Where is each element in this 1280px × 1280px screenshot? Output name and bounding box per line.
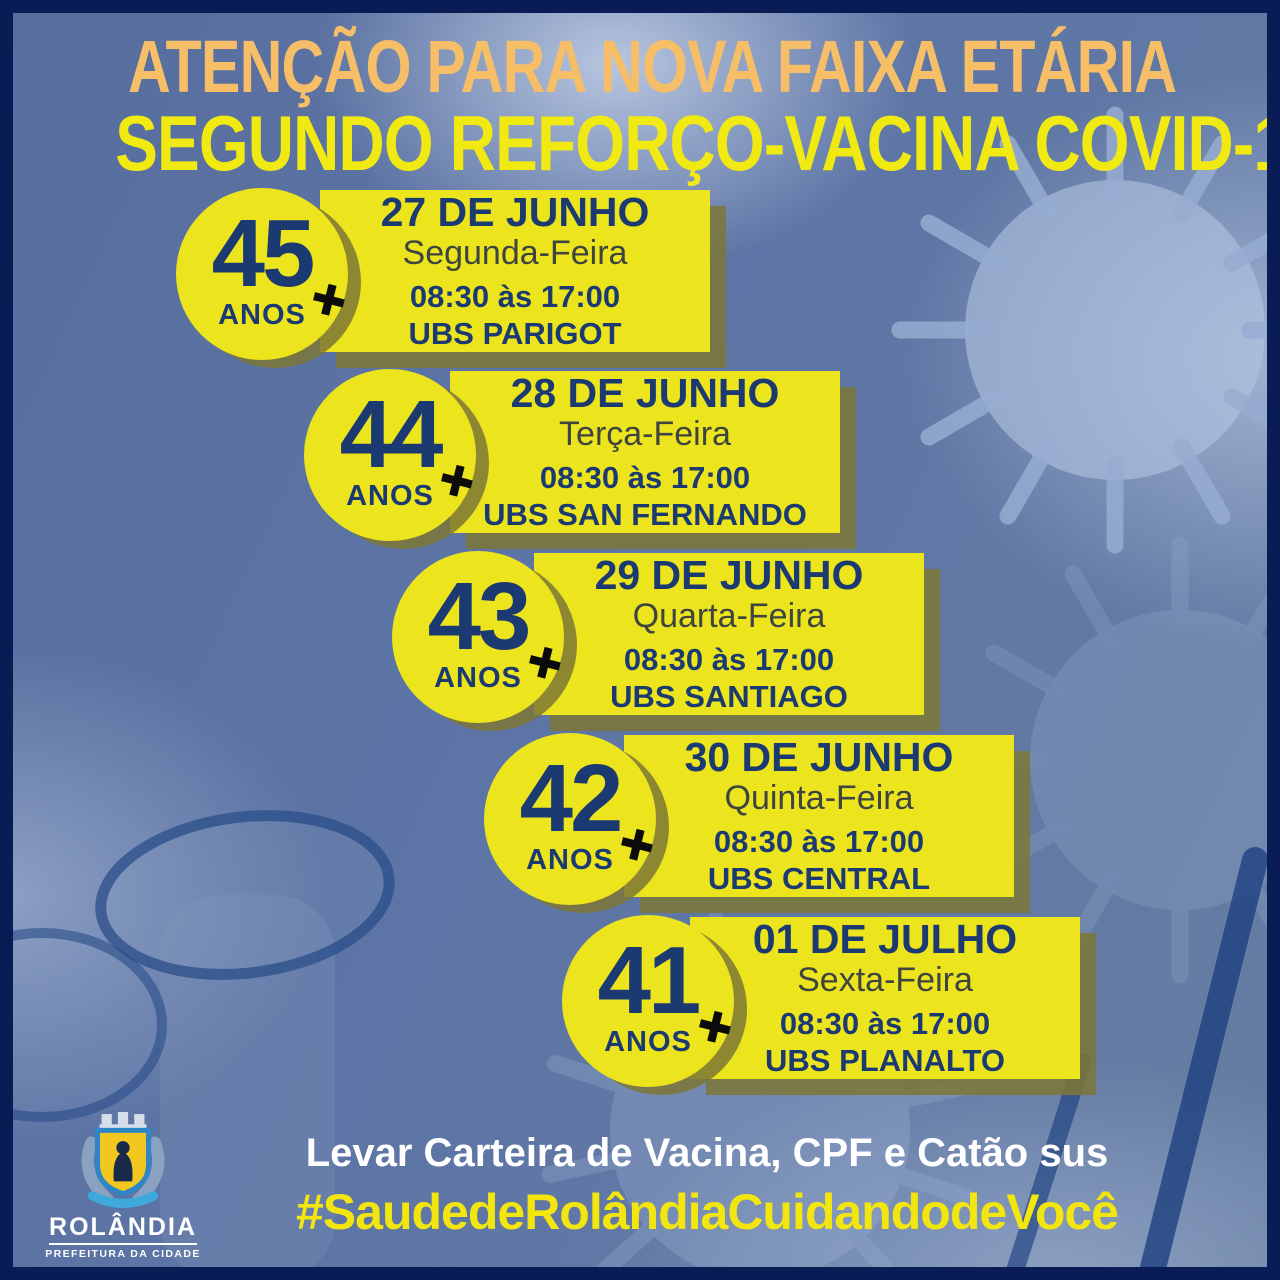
age-number: 42 — [519, 745, 624, 853]
location-label: UBS PLANALTO — [765, 1042, 1005, 1078]
age-number: 44 — [339, 381, 444, 489]
date-label: 01 DE JULHO — [752, 916, 1018, 963]
footer-hashtag: #SaudedeRolândiaCuidandodeVocê — [295, 1184, 1119, 1240]
age-badge: 45 ANOS ✚ — [176, 188, 352, 360]
schedule-panel: 01 DE JULHO Sexta-Feira 08:30 às 17:00 U… — [690, 917, 1080, 1079]
age-suffix-label: ANOS — [346, 479, 434, 512]
test-tube-mouth — [0, 928, 167, 1122]
hours-label: 08:30 às 17:00 — [713, 823, 925, 859]
schedule-panel: 29 DE JUNHO Quarta-Feira 08:30 às 17:00 … — [534, 553, 924, 715]
location-label: UBS PARIGOT — [408, 315, 622, 351]
pipette-icon — [1003, 847, 1268, 1280]
age-badge: 41 ANOS ✚ — [562, 915, 738, 1087]
weekday-label: Terça-Feira — [559, 415, 731, 454]
poster-subtitle: SEGUNDO REFORÇO-VACINA COVID-19 — [115, 99, 1280, 187]
date-label: 30 DE JUNHO — [684, 734, 954, 781]
city-crest-icon — [81, 1112, 165, 1208]
footer: Levar Carteira de Vacina, CPF e Catão su… — [150, 1130, 1264, 1240]
hours-label: 08:30 às 17:00 — [539, 459, 751, 495]
schedule-panel: 30 DE JUNHO Quinta-Feira 08:30 às 17:00 … — [624, 735, 1014, 897]
weekday-label: Quinta-Feira — [724, 779, 914, 818]
weekday-label: Quarta-Feira — [632, 597, 826, 636]
test-tube-body — [160, 895, 335, 1280]
date-label: 28 DE JUNHO — [510, 370, 780, 417]
weekday-label: Segunda-Feira — [402, 234, 628, 273]
location-label: UBS SANTIAGO — [610, 678, 848, 714]
age-number: 41 — [597, 927, 702, 1035]
footer-note: Levar Carteira de Vacina, CPF e Catão su… — [305, 1131, 1109, 1175]
age-suffix-label: ANOS — [526, 843, 614, 876]
schedule-panel: 27 DE JUNHO Segunda-Feira 08:30 às 17:00… — [320, 190, 710, 352]
hours-label: 08:30 às 17:00 — [409, 278, 621, 314]
age-suffix-label: ANOS — [604, 1025, 692, 1058]
age-badge: 42 ANOS ✚ — [484, 733, 660, 905]
age-suffix-label: ANOS — [434, 661, 522, 694]
city-name: ROLÂNDIA — [49, 1215, 197, 1245]
age-suffix-label: ANOS — [218, 298, 306, 331]
date-label: 29 DE JUNHO — [594, 552, 864, 599]
age-badge: 44 ANOS ✚ — [304, 369, 480, 541]
hours-label: 08:30 às 17:00 — [623, 641, 835, 677]
age-number: 43 — [427, 563, 532, 671]
city-logo: ROLÂNDIA PREFEITURA DA CIDADE — [34, 1112, 212, 1260]
age-number: 45 — [211, 200, 316, 308]
age-badge: 43 ANOS ✚ — [392, 551, 568, 723]
weekday-label: Sexta-Feira — [797, 961, 973, 1000]
location-label: UBS SAN FERNANDO — [483, 496, 807, 532]
city-subtitle: PREFEITURA DA CIDADE — [45, 1248, 201, 1260]
test-tube-mouth — [95, 810, 395, 980]
date-label: 27 DE JUNHO — [380, 189, 650, 236]
location-label: UBS CENTRAL — [707, 860, 931, 896]
poster-title: ATENÇÃO PARA NOVA FAIXA ETÁRIA — [128, 25, 1177, 108]
schedule-panel: 28 DE JUNHO Terça-Feira 08:30 às 17:00 U… — [450, 371, 840, 533]
hours-label: 08:30 às 17:00 — [779, 1005, 991, 1041]
